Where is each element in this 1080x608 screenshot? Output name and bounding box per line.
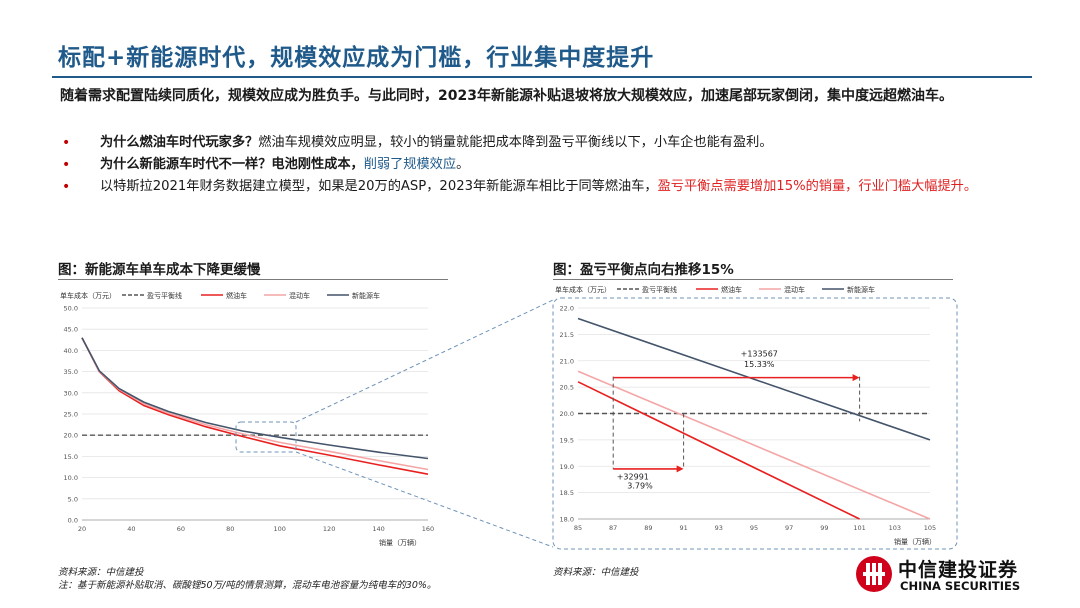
bullet-bold: 为什么燃油车时代玩家多？: [100, 135, 259, 150]
x-tick-label: 85: [574, 524, 582, 532]
zoom-source-box: [235, 421, 297, 453]
x-tick-label: 105: [924, 524, 936, 532]
x-tick-label: 101: [853, 524, 865, 532]
x-tick-label: 140: [372, 525, 384, 533]
fig1-source: 资料来源：中信建投: [58, 567, 144, 578]
y-tick-label: 18.5: [560, 489, 574, 497]
fig1-note: 注：基于新能源补贴取消、碳酸锂50万/吨的情景测算，混动车电池容量为纯电车的30…: [58, 580, 437, 591]
fig2-source: 资料来源：中信建投: [553, 567, 639, 578]
y-tick-label: 21.5: [560, 331, 574, 339]
y-tick-label: 15.0: [64, 453, 78, 461]
y-tick-label: 10.0: [64, 474, 78, 482]
x-tick-label: 93: [715, 524, 723, 532]
y-tick-label: 35.0: [64, 368, 78, 376]
fig2-title: 图：盈亏平衡点向右推移15%: [553, 262, 734, 278]
x-tick-label: 80: [226, 525, 234, 533]
logo-text-cn: 中信建投证券: [898, 559, 1019, 581]
fig2-divider: [553, 279, 953, 280]
fig1-title: 图：新能源车单车成本下降更缓慢: [58, 262, 261, 278]
series-line-新能源车: [81, 337, 429, 460]
arrow-head: [852, 374, 860, 382]
y-tick-label: 18.0: [560, 516, 574, 524]
x-tick-label: 99: [820, 524, 828, 532]
x-tick-label: 91: [679, 524, 687, 532]
series-line-混动车: [577, 370, 931, 520]
legend-label: 混动车: [784, 285, 805, 294]
intro-paragraph: 随着需求配置陆续同质化，规模效应成为胜负手。与此同时，2023年新能源补贴退坡将…: [60, 88, 953, 104]
x-axis-label: 销量（万辆）: [894, 537, 936, 546]
annotation-value: +133567: [741, 350, 778, 359]
x-tick-label: 103: [889, 524, 901, 532]
citic-logo-icon: [856, 556, 892, 592]
x-tick-label: 20: [78, 525, 86, 533]
bullet-list: • 为什么燃油车时代玩家多？燃油车规模效应明显，较小的销量就能把成本降到盈亏平衡…: [60, 132, 1025, 198]
series-line-新能源车: [577, 317, 931, 441]
bullet-item: • 为什么新能源车时代不一样？电池刚性成本，削弱了规模效应。: [60, 154, 1025, 176]
zoom-frame: [552, 297, 958, 550]
legend-label: 新能源车: [352, 291, 380, 300]
y-tick-label: 19.0: [560, 463, 574, 471]
x-tick-label: 100: [274, 525, 286, 533]
legend-label: 盈亏平衡线: [642, 285, 677, 294]
y-tick-label: 45.0: [64, 326, 78, 334]
bullet-icon: •: [62, 135, 71, 151]
bullet-icon: •: [62, 157, 71, 173]
zoom-line-bottom: [295, 451, 554, 548]
chart-breakeven-zoom: 单车成本（万元） 盈亏平衡线 燃油车 混动车 新能源车 18.0 18.5 19.0 19.5 2…: [552, 285, 958, 550]
y-tick-label: 0.0: [68, 517, 78, 525]
logo-text-en: CHINA SECURITIES: [900, 579, 1021, 593]
legend-label: 盈亏平衡线: [147, 291, 182, 300]
y-tick-label: 50.0: [64, 305, 78, 313]
zoom-connector: [235, 299, 554, 548]
x-tick-label: 120: [323, 525, 335, 533]
y-tick-label: 20.0: [64, 432, 78, 440]
bullet-bold: 为什么新能源车时代不一样？电池刚性成本，: [100, 157, 364, 172]
bullet-icon: •: [62, 179, 71, 195]
legend-label: 燃油车: [721, 285, 742, 294]
chart-cost-decline: 单车成本（万元） 盈亏平衡线 燃油车 混动车 新能源车 0.0 5.0 10.0 15.0 20.…: [60, 291, 434, 547]
bullet-item: • 以特斯拉2021年财务数据建立模型，如果是20万的ASP，2023年新能源车…: [60, 176, 1025, 198]
x-tick-label: 40: [127, 525, 135, 533]
legend-label: 燃油车: [226, 291, 247, 300]
series-line-燃油车: [577, 381, 860, 520]
y-tick-label: 40.0: [64, 347, 78, 355]
annotation-pct: 3.79%: [627, 481, 653, 490]
title-divider: [52, 76, 1032, 78]
fig1-divider: [58, 279, 448, 280]
bullet-highlight: 削弱了规模效应: [363, 157, 457, 172]
legend-label: 新能源车: [847, 285, 875, 294]
legend-label: 混动车: [289, 291, 310, 300]
y-tick-label: 30.0: [64, 389, 78, 397]
bullet-red-text: 盈亏平衡点需要增加15%的销量，行业门槛大幅提升。: [657, 179, 978, 194]
x-tick-label: 87: [609, 524, 617, 532]
y-tick-label: 20.0: [560, 410, 574, 418]
x-axis-label: 销量（万辆）: [379, 538, 421, 547]
x-tick-label: 95: [750, 524, 758, 532]
legend-ylabel: 单车成本（万元）: [60, 291, 116, 300]
arrow-head: [676, 465, 684, 473]
zoom-line-top: [295, 299, 554, 423]
y-tick-label: 20.5: [560, 384, 574, 392]
y-tick-label: 5.0: [68, 495, 78, 503]
page-title: 标配+新能源时代，规模效应成为门槛，行业集中度提升: [58, 45, 655, 71]
series-line-混动车: [81, 337, 429, 471]
x-tick-label: 89: [644, 524, 652, 532]
bullet-tail: 。: [456, 157, 470, 172]
series-line-燃油车: [81, 337, 429, 475]
bullet-item: • 为什么燃油车时代玩家多？燃油车规模效应明显，较小的销量就能把成本降到盈亏平衡…: [60, 132, 1025, 154]
y-tick-label: 21.0: [560, 357, 574, 365]
bullet-text: 以特斯拉2021年财务数据建立模型，如果是20万的ASP，2023年新能源车相比…: [100, 179, 658, 194]
x-tick-label: 97: [785, 524, 793, 532]
y-tick-label: 22.0: [560, 305, 574, 313]
bullet-text: 燃油车规模效应明显，较小的销量就能把成本降到盈亏平衡线以下，小车企也能有盈利。: [258, 135, 773, 150]
x-tick-label: 60: [177, 525, 185, 533]
y-tick-label: 25.0: [64, 411, 78, 419]
x-tick-label: 160: [422, 525, 434, 533]
annotation-value: +32991: [617, 472, 649, 481]
annotation-pct: 15.33%: [744, 360, 775, 369]
y-tick-label: 19.5: [560, 436, 574, 444]
legend-ylabel: 单车成本（万元）: [555, 285, 611, 294]
